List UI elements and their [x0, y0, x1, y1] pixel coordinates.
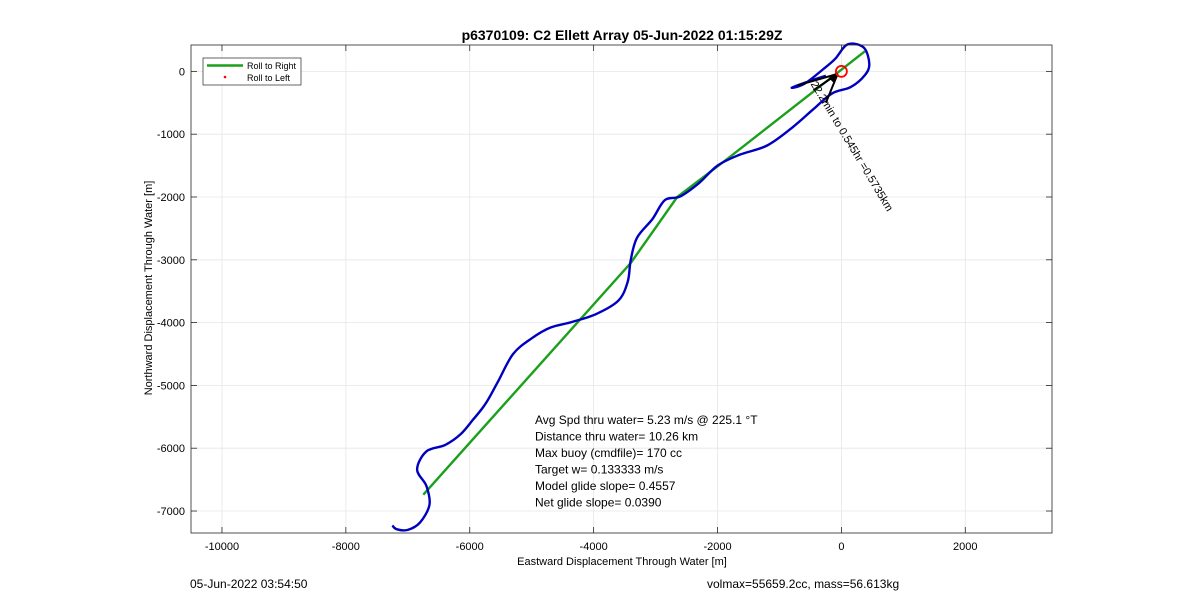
- legend-label-roll-right: Roll to Right: [247, 61, 297, 71]
- x-tick-label: -6000: [456, 541, 484, 553]
- x-tick-label: -4000: [580, 541, 608, 553]
- stats-line: Avg Spd thru water= 5.23 m/s @ 225.1 °T: [535, 413, 758, 427]
- x-tick-label: 0: [838, 541, 844, 553]
- arrow-line: [797, 72, 838, 87]
- end-marker: [834, 64, 848, 78]
- y-tick-label: 0: [179, 66, 185, 78]
- grid-lines: [191, 45, 1052, 533]
- y-tick-label: -3000: [157, 255, 185, 267]
- y-tick-label: -5000: [157, 380, 185, 392]
- x-tick-label: -10000: [205, 541, 239, 553]
- axis-ticks: -10000 -8000 -6000 -4000 -2000 0 2000-7000-600…: [157, 45, 1052, 553]
- stats-line: Distance thru water= 10.26 km: [535, 430, 698, 444]
- chart-title: p6370109: C2 Ellett Array 05-Jun-2022 01…: [462, 27, 783, 43]
- x-tick-label: -2000: [703, 541, 731, 553]
- data-traces: [391, 42, 871, 532]
- y-tick-label: -2000: [157, 192, 185, 204]
- legend: Roll to Right Roll to Left: [202, 57, 302, 86]
- y-tick-label: -6000: [157, 443, 185, 455]
- y-axis-label: Northward Displacement Through Water [m]: [143, 181, 155, 396]
- legend-label-roll-left: Roll to Left: [247, 73, 291, 83]
- footer-timestamp: 05-Jun-2022 03:54:50: [190, 577, 308, 591]
- plot-frame: [190, 44, 1053, 534]
- x-axis-label: Eastward Displacement Through Water [m]: [517, 556, 727, 568]
- y-tick-label: -4000: [157, 318, 185, 330]
- stats-line: Max buoy (cmdfile)= 170 cc: [535, 446, 682, 460]
- stats-line: Model glide slope= 0.4557: [535, 479, 676, 493]
- plot-area: [191, 45, 1052, 533]
- y-tick-label: -7000: [157, 506, 185, 518]
- legend-swatch-roll-left: [223, 75, 227, 79]
- y-tick-label: -1000: [157, 129, 185, 141]
- series-track: [391, 42, 871, 532]
- x-tick-label: 2000: [953, 541, 977, 553]
- stats-line: Target w= 0.133333 m/s: [535, 463, 663, 477]
- footer-params: volmax=55659.2cc, mass=56.613kg: [707, 577, 900, 591]
- arrow-head: [828, 73, 838, 83]
- x-tick-label: -8000: [332, 541, 360, 553]
- stats-line: Net glide slope= 0.0390: [535, 496, 662, 510]
- arrow-line: [824, 73, 839, 104]
